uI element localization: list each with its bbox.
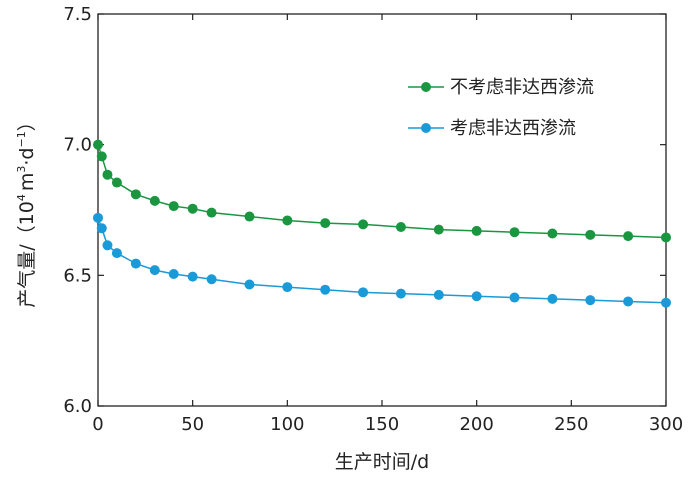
y-axis-title-mid1: m — [16, 173, 38, 192]
legend-marker-1 — [421, 82, 431, 92]
series-layer — [93, 139, 671, 308]
series-2-point — [244, 279, 255, 290]
series-1-point — [509, 227, 520, 238]
series-1-point — [149, 195, 160, 206]
series-1-point — [358, 219, 369, 230]
y-tick-label: 6.5 — [63, 265, 92, 286]
x-tick-label: 50 — [181, 414, 204, 435]
series-2-point — [282, 282, 293, 293]
series-2-point — [149, 265, 160, 276]
series-line-1 — [97, 144, 667, 239]
x-tick-label: 0 — [92, 414, 103, 435]
series-2-point — [320, 284, 331, 295]
y-axis-title: 产气量/（104 m3·d−1） — [15, 112, 38, 307]
series-1-point — [168, 201, 179, 212]
series-2-point — [187, 271, 198, 282]
legend-marker-2 — [421, 123, 431, 133]
series-1-point — [547, 228, 558, 239]
y-axis-title-main: 产气量/（10 — [16, 201, 38, 308]
series-1-point — [661, 232, 671, 243]
series-2-point — [96, 223, 107, 234]
y-tick-label: 7.5 — [63, 4, 92, 25]
series-2-point — [623, 296, 634, 307]
series-2-point — [433, 289, 444, 300]
series-2-point — [206, 274, 217, 285]
series-2-point — [471, 291, 482, 302]
legend: 不考虑非达西渗流 考虑非达西渗流 — [408, 77, 594, 139]
y-axis-title-sup3: −1 — [15, 131, 28, 147]
series-2-point — [168, 269, 179, 280]
series-1-point — [187, 203, 198, 214]
y-axis-title-sup1: 4 — [15, 194, 28, 201]
series-1-point — [395, 221, 406, 232]
series-1-point — [320, 218, 331, 229]
series-2-point — [130, 258, 141, 269]
y-axis-title-mid2: ·d — [16, 148, 38, 166]
series-2-point — [585, 295, 596, 306]
series-1-point — [102, 169, 113, 180]
series-1-point — [282, 215, 293, 226]
series-1-point — [130, 189, 141, 200]
series-1-point — [623, 231, 634, 242]
legend-label-1: 不考虑非达西渗流 — [450, 77, 594, 98]
y-axis-title-sup2: 3 — [15, 166, 28, 173]
series-1-point — [471, 225, 482, 236]
series-1-point — [585, 229, 596, 240]
x-tick-label: 100 — [270, 414, 304, 435]
series-1-point — [96, 151, 107, 162]
plot-frame — [97, 13, 667, 407]
x-tick-label: 150 — [365, 414, 399, 435]
y-tick-label: 7.0 — [63, 135, 92, 156]
legend-label-2: 考虑非达西渗流 — [450, 118, 576, 139]
x-tick-label: 200 — [459, 414, 493, 435]
series-1-point — [206, 207, 217, 218]
series-2-point — [547, 293, 558, 304]
series-1-point — [433, 224, 444, 235]
series-1-point — [93, 139, 103, 150]
y-axis-title-end: ） — [16, 112, 38, 131]
series-2-point — [509, 292, 520, 303]
series-line-2 — [97, 217, 667, 304]
series-2-point — [661, 297, 671, 308]
series-2-point — [102, 240, 113, 251]
series-2-point — [93, 212, 103, 223]
y-tick-label: 6.0 — [63, 396, 92, 417]
x-tick-label: 300 — [649, 414, 683, 435]
series-1-point — [111, 177, 122, 188]
series-2-point — [358, 287, 369, 298]
series-1-point — [244, 211, 255, 222]
x-tick-label: 250 — [554, 414, 588, 435]
x-axis-title: 生产时间/d — [335, 451, 429, 473]
axis-ticks: 0 50 100 150 200 250 300 6.0 6.5 7.0 7.5 — [63, 4, 683, 435]
series-2-point — [395, 288, 406, 299]
series-2-point — [111, 248, 122, 259]
